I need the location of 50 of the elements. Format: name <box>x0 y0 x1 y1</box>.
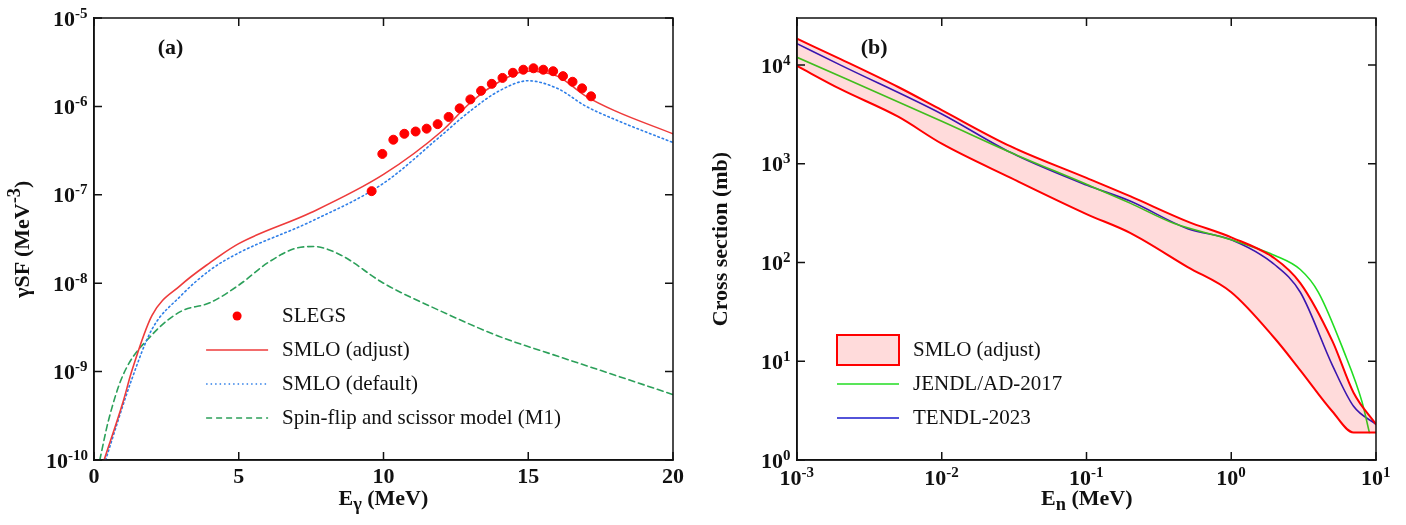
point <box>577 83 588 94</box>
point <box>377 148 388 159</box>
y-tick-label: 10$^{-10}$ <box>46 446 88 474</box>
point <box>443 111 454 122</box>
x-tick-label: 10$^{-2}$ <box>924 464 959 491</box>
legend-label: SMLO (adjust) <box>913 336 1041 361</box>
point <box>432 119 443 130</box>
x-tick-label: 10$^{1}$ <box>1361 464 1391 491</box>
y-tick-label: 10$^{-9}$ <box>53 358 88 385</box>
text: (a) <box>157 33 184 59</box>
point <box>567 76 578 87</box>
legend-label: Spin-flip and scissor model (M1) <box>282 404 561 429</box>
legend-label: TENDL-2023 <box>913 404 1031 429</box>
y-tick-label: 10$^{3}$ <box>761 150 791 177</box>
x-tick-label: 10$^{0}$ <box>1216 464 1246 491</box>
point <box>528 63 539 74</box>
point <box>366 186 377 197</box>
point <box>465 94 476 105</box>
point <box>421 123 432 134</box>
x-tick-label: 0 <box>88 463 100 489</box>
point <box>388 134 399 145</box>
line-series <box>98 245 673 460</box>
point <box>548 66 559 77</box>
legend-label: SLEGS <box>282 302 347 327</box>
x-tick-label: 20 <box>662 463 684 489</box>
legend-label: SMLO (default) <box>282 370 418 395</box>
point <box>454 103 465 114</box>
point <box>497 72 508 83</box>
point <box>399 128 410 139</box>
y-tick-label: 10$^{1}$ <box>761 347 791 375</box>
point <box>557 71 568 82</box>
point <box>507 67 518 78</box>
legend-label: JENDL/AD-2017 <box>913 370 1063 395</box>
point <box>518 64 529 75</box>
y-tick-label: 10$^{-6}$ <box>53 92 88 120</box>
y-tick-label: 10$^{-7}$ <box>53 181 88 208</box>
y-tick-label: 10$^{-5}$ <box>53 4 88 32</box>
point <box>410 126 421 137</box>
x-tick-label: 5 <box>233 463 245 489</box>
point <box>538 64 549 75</box>
point <box>586 91 597 102</box>
text: (b) <box>860 33 888 59</box>
y-axis-title: Cross section (mb) <box>707 151 734 327</box>
y-tick-label: 10$^{-8}$ <box>53 269 88 297</box>
point <box>486 78 497 89</box>
y-tick-label: 10$^{4}$ <box>761 51 791 79</box>
legend-label: SMLO (adjust) <box>282 336 410 361</box>
point <box>476 85 487 96</box>
y-tick-label: 10$^{2}$ <box>761 249 791 276</box>
x-tick-label: 15 <box>517 463 540 489</box>
